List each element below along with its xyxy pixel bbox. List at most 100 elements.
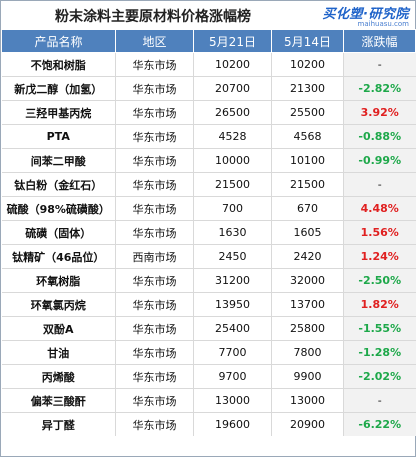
header-product-name: 产品名称 [1, 29, 116, 53]
change-cell: -0.88% [343, 124, 416, 149]
product-name-cell: 偏苯三酸酐 [1, 388, 116, 413]
may14-price-cell: 32000 [271, 268, 344, 293]
table-header-row: 产品名称 地区 5月21日 5月14日 涨跌幅 [1, 29, 416, 53]
change-cell: -2.02% [343, 364, 416, 389]
region-cell: 华东市场 [115, 220, 194, 245]
change-cell: - [343, 172, 416, 197]
may21-price-cell: 13950 [193, 292, 272, 317]
may21-price-cell: 7700 [193, 340, 272, 365]
change-cell: -0.99% [343, 148, 416, 173]
table-row: 间苯二甲酸 华东市场 10000 10100 -0.99% [1, 148, 416, 173]
product-name-cell: PTA [1, 124, 116, 149]
may14-price-cell: 25500 [271, 100, 344, 125]
change-cell: -1.55% [343, 316, 416, 341]
may21-price-cell: 20700 [193, 76, 272, 101]
product-name-cell: 环氧氯丙烷 [1, 292, 116, 317]
brand-logo: 买化塑·研究院 maihuasu.com [323, 3, 409, 28]
change-cell: 4.48% [343, 196, 416, 221]
region-cell: 华东市场 [115, 292, 194, 317]
may21-price-cell: 9700 [193, 364, 272, 389]
product-name-cell: 不饱和树脂 [1, 52, 116, 77]
may14-price-cell: 13700 [271, 292, 344, 317]
region-cell: 华东市场 [115, 100, 194, 125]
product-name-cell: 间苯二甲酸 [1, 148, 116, 173]
may14-price-cell: 7800 [271, 340, 344, 365]
may21-price-cell: 31200 [193, 268, 272, 293]
product-name-cell: 丙烯酸 [1, 364, 116, 389]
table-row: 三羟甲基丙烷 华东市场 26500 25500 3.92% [1, 100, 416, 125]
table-row: 新戊二醇（加氢） 华东市场 20700 21300 -2.82% [1, 76, 416, 101]
product-name-cell: 钛白粉（金红石） [1, 172, 116, 197]
header-region: 地区 [115, 29, 194, 53]
logo-text: 买化塑·研究院 [322, 7, 409, 22]
header-may14: 5月14日 [271, 29, 344, 53]
region-cell: 华东市场 [115, 388, 194, 413]
change-cell: - [343, 52, 416, 77]
product-name-cell: 硫酸（98%硫磺酸） [1, 196, 116, 221]
table-row: 偏苯三酸酐 华东市场 13000 13000- [1, 388, 416, 413]
may14-price-cell: 2420 [271, 244, 344, 269]
title-bar: 粉末涂料主要原材料价格涨幅榜 买化塑·研究院 maihuasu.com [1, 1, 415, 29]
table-row: 硫酸（98%硫磺酸） 华东市场 700 670 4.48% [1, 196, 416, 221]
product-name-cell: 新戊二醇（加氢） [1, 76, 116, 101]
product-name-cell: 双酚A [1, 316, 116, 341]
table-row: 异丁醛 华东市场 19600 20900 -6.22% [1, 412, 416, 436]
may21-price-cell: 2450 [193, 244, 272, 269]
may14-price-cell: 20900 [271, 412, 344, 436]
table-row: 钛精矿（46品位） 西南市场 2450 2420 1.24% [1, 244, 416, 269]
may14-price-cell: 9900 [271, 364, 344, 389]
product-name-cell: 异丁醛 [1, 412, 116, 436]
may21-price-cell: 26500 [193, 100, 272, 125]
region-cell: 华东市场 [115, 412, 194, 436]
may21-price-cell: 10000 [193, 148, 272, 173]
region-cell: 华东市场 [115, 124, 194, 149]
may21-price-cell: 25400 [193, 316, 272, 341]
header-change: 涨跌幅 [343, 29, 416, 53]
may14-price-cell: 4568 [271, 124, 344, 149]
product-name-cell: 甘油 [1, 340, 116, 365]
may21-price-cell: 19600 [193, 412, 272, 436]
page-title: 粉末涂料主要原材料价格涨幅榜 [55, 9, 251, 25]
change-cell: - [343, 388, 416, 413]
product-name-cell: 钛精矿（46品位） [1, 244, 116, 269]
product-name-cell: 三羟甲基丙烷 [1, 100, 116, 125]
change-cell: -2.50% [343, 268, 416, 293]
region-cell: 西南市场 [115, 244, 194, 269]
region-cell: 华东市场 [115, 268, 194, 293]
region-cell: 华东市场 [115, 172, 194, 197]
product-name-cell: 环氧树脂 [1, 268, 116, 293]
region-cell: 华东市场 [115, 316, 194, 341]
may14-price-cell: 13000 [271, 388, 344, 413]
may21-price-cell: 10200 [193, 52, 272, 77]
table-row: PTA 华东市场 4528 4568 -0.88% [1, 124, 416, 149]
change-cell: -6.22% [343, 412, 416, 436]
region-cell: 华东市场 [115, 52, 194, 77]
may14-price-cell: 10200 [271, 52, 344, 77]
change-cell: -1.28% [343, 340, 416, 365]
may21-price-cell: 21500 [193, 172, 272, 197]
may14-price-cell: 21300 [271, 76, 344, 101]
region-cell: 华东市场 [115, 76, 194, 101]
may21-price-cell: 13000 [193, 388, 272, 413]
table-row: 甘油 华东市场 7700 7800 -1.28% [1, 340, 416, 365]
may14-price-cell: 25800 [271, 316, 344, 341]
header-may21: 5月21日 [193, 29, 272, 53]
may14-price-cell: 21500 [271, 172, 344, 197]
may21-price-cell: 700 [193, 196, 272, 221]
table-row: 不饱和树脂 华东市场 10200 10200- [1, 52, 416, 77]
region-cell: 华东市场 [115, 340, 194, 365]
table-row: 环氧氯丙烷 华东市场 13950 13700 1.82% [1, 292, 416, 317]
table-row: 硫磺（固体） 华东市场 1630 1605 1.56% [1, 220, 416, 245]
may14-price-cell: 10100 [271, 148, 344, 173]
table-row: 环氧树脂 华东市场 31200 32000 -2.50% [1, 268, 416, 293]
change-cell: 1.56% [343, 220, 416, 245]
change-cell: -2.82% [343, 76, 416, 101]
change-cell: 1.82% [343, 292, 416, 317]
logo-url: maihuasu.com [357, 20, 409, 28]
change-cell: 3.92% [343, 100, 416, 125]
price-table: 产品名称 地区 5月21日 5月14日 涨跌幅 不饱和树脂 华东市场 10200 10… [1, 29, 416, 436]
table-row: 双酚A 华东市场 25400 25800 -1.55% [1, 316, 416, 341]
table-row: 钛白粉（金红石） 华东市场 21500 21500- [1, 172, 416, 197]
table-row: 丙烯酸 华东市场 9700 9900 -2.02% [1, 364, 416, 389]
